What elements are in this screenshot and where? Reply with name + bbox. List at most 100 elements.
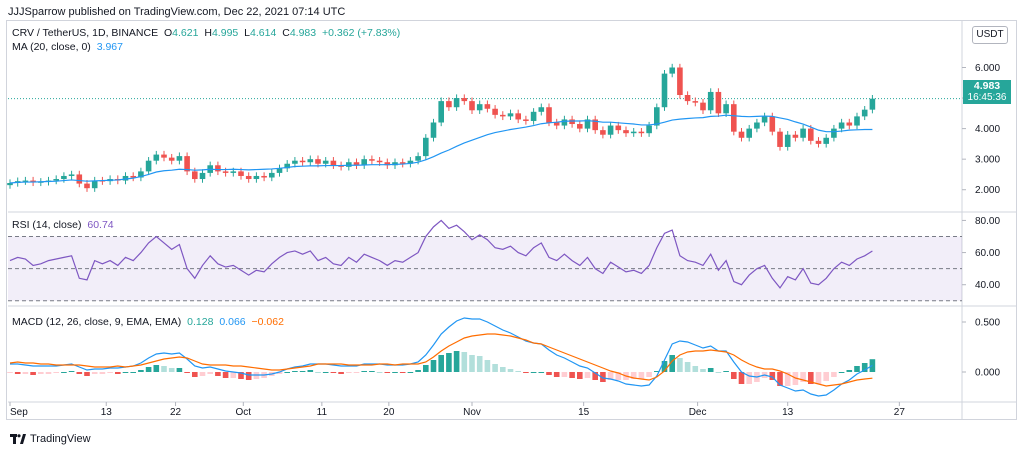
- macd-histogram-bar: [808, 372, 814, 384]
- macd-histogram-bar: [199, 372, 206, 376]
- macd-histogram-bar: [615, 372, 622, 380]
- macd-histogram-bar: [91, 372, 98, 374]
- candle-body: [461, 98, 468, 102]
- candle-body: [346, 162, 352, 167]
- candle-body: [176, 156, 183, 161]
- time-tick-label: 22: [170, 407, 182, 418]
- rsi-legend: RSI (14, close) 60.74: [12, 219, 117, 231]
- candle-body: [407, 160, 414, 164]
- close-label: C: [282, 27, 290, 39]
- candle-body: [269, 172, 275, 178]
- macd-histogram-bar: [99, 372, 106, 374]
- publish-info: JJJSparrow published on TradingView.com,…: [8, 6, 346, 18]
- candle-body: [538, 107, 545, 112]
- low-label: L: [244, 27, 251, 39]
- macd-histogram-bar: [469, 355, 475, 372]
- ma-line: [9, 114, 873, 184]
- macd-signal-line: [9, 333, 873, 387]
- candle-body: [430, 122, 437, 138]
- macd-histogram-bar: [630, 372, 637, 379]
- rsi-tick-label: 60.00: [975, 248, 1000, 259]
- macd-histogram-bar: [138, 370, 144, 372]
- candle-body: [322, 160, 329, 164]
- open-label: O: [164, 27, 173, 39]
- candle-body: [638, 131, 645, 134]
- macd-histogram-bar: [553, 372, 560, 377]
- macd-histogram-bar: [238, 372, 244, 379]
- macd-label: MACD (12, 26, close, 9, EMA, EMA): [12, 316, 182, 328]
- macd-histogram-bar: [176, 368, 183, 372]
- high-value: 4.995: [211, 27, 239, 39]
- macd-histogram-bar: [669, 355, 675, 372]
- rsi-tick-label: 40.00: [975, 280, 1000, 291]
- macd-histogram-bar: [546, 372, 552, 375]
- price-legend: CRV / TetherUS, 1D, BINANCE O4.621 H4.99…: [12, 27, 403, 39]
- time-tick-label: 27: [894, 407, 906, 418]
- candle-body: [222, 171, 229, 173]
- macd-histogram-bar: [330, 372, 337, 373]
- macd-tick-label: 0.500: [975, 318, 1000, 329]
- candle-body: [623, 130, 629, 134]
- candle-body: [315, 159, 321, 164]
- macd-histogram-bar: [476, 356, 483, 372]
- macd-histogram-bar: [461, 352, 468, 372]
- candle-body: [530, 111, 537, 121]
- macd-histogram-bar: [292, 371, 298, 372]
- time-tick-label: Dec: [689, 407, 707, 418]
- macd-histogram-bar: [731, 372, 737, 379]
- macd-histogram-bar: [38, 372, 44, 374]
- macd-histogram-bar: [861, 363, 868, 372]
- candle-body: [600, 130, 606, 135]
- candle-body: [731, 104, 737, 132]
- macd-histogram-bar: [638, 372, 645, 379]
- macd-histogram-bar: [30, 372, 36, 375]
- macd-histogram-bar: [438, 355, 444, 372]
- candle-body: [238, 171, 244, 176]
- time-tick-label: 13: [101, 407, 113, 418]
- macd-histogram-bar: [854, 366, 860, 372]
- macd-histogram-bar: [184, 372, 190, 373]
- macd-histogram-bar: [22, 372, 29, 374]
- macd-histogram-bar: [284, 372, 290, 373]
- high-label: H: [204, 27, 212, 39]
- candle-body: [199, 172, 206, 180]
- open-value: 4.621: [172, 27, 199, 39]
- macd-histogram-bar: [315, 372, 321, 373]
- macd-histogram-bar: [222, 372, 229, 378]
- tradingview-logo[interactable]: TradingView: [10, 433, 91, 445]
- candle-body: [7, 183, 13, 186]
- currency-button[interactable]: USDT: [972, 26, 1008, 44]
- candle-body: [145, 160, 152, 172]
- candle-body: [361, 159, 367, 166]
- macd-histogram-bar: [707, 368, 714, 372]
- macd-histogram-bar: [245, 372, 252, 380]
- candle-body: [661, 73, 668, 108]
- candle-body: [84, 183, 90, 189]
- macd-histogram-bar: [584, 372, 591, 378]
- macd-histogram-bar: [738, 372, 745, 384]
- candle-body: [161, 154, 167, 158]
- candle-body: [669, 67, 675, 74]
- macd-histogram-bar: [399, 372, 406, 373]
- candle-body: [815, 140, 822, 144]
- macd-histogram-bar: [723, 371, 729, 372]
- time-tick-label: Oct: [236, 407, 252, 418]
- macd-histogram-bar: [784, 372, 791, 386]
- rsi-line: [9, 219, 873, 289]
- macd-histogram-bar: [446, 353, 452, 372]
- candle-body: [507, 113, 514, 117]
- macd-histogram-bar: [523, 372, 529, 373]
- macd-histogram-bar: [430, 360, 437, 372]
- macd-histogram-bar: [61, 372, 67, 373]
- macd-histogram-bar: [661, 361, 668, 372]
- macd-histogram-bar: [107, 372, 113, 373]
- candle-body: [700, 102, 706, 111]
- macd-histogram-bar: [592, 372, 598, 380]
- rsi-value: 60.74: [87, 219, 114, 231]
- macd-histogram-bar: [646, 372, 652, 377]
- candle-body: [707, 91, 714, 111]
- macd-histogram-bar: [338, 372, 344, 374]
- candle-body: [353, 162, 360, 166]
- candle-body: [546, 107, 552, 123]
